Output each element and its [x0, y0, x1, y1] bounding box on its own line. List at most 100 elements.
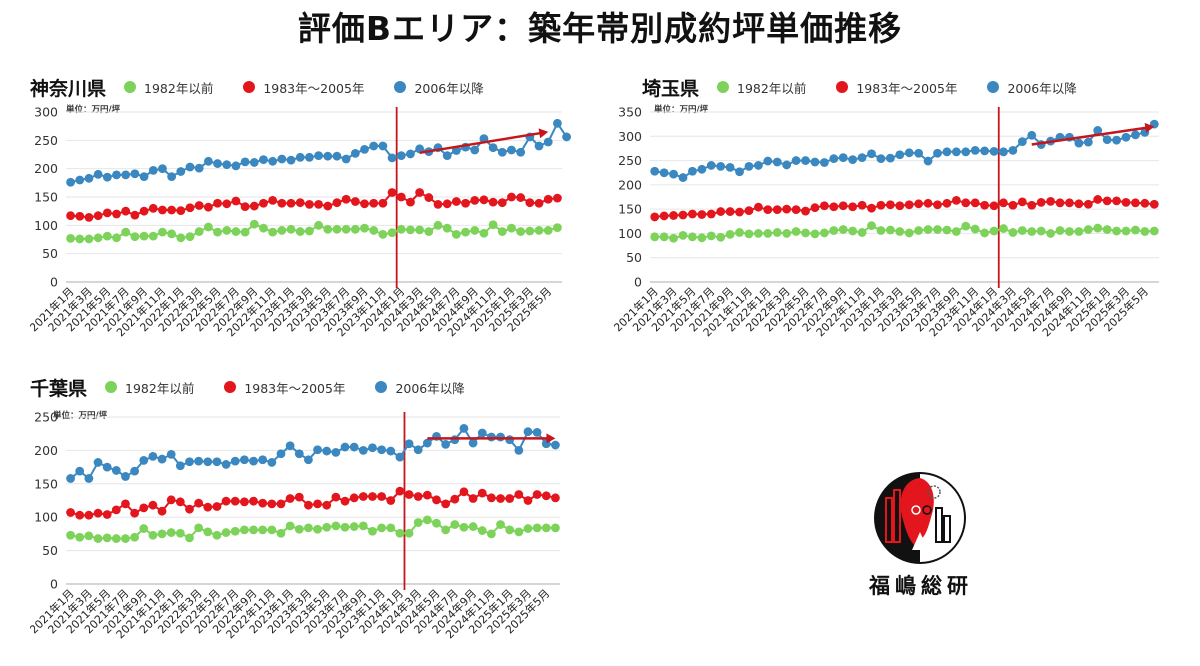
- data-point: [857, 200, 867, 210]
- data-point: [121, 206, 131, 216]
- data-point: [259, 155, 268, 164]
- data-point: [102, 172, 112, 182]
- data-point: [488, 197, 498, 207]
- y-tick-label: 300: [618, 129, 642, 144]
- data-point: [716, 162, 726, 171]
- data-point: [213, 159, 222, 168]
- data-point: [532, 523, 542, 533]
- data-point: [404, 528, 414, 538]
- data-point: [422, 515, 432, 525]
- data-point: [479, 228, 489, 238]
- data-point: [857, 228, 867, 237]
- data-point: [158, 227, 167, 237]
- data-point: [396, 192, 406, 202]
- data-point: [175, 497, 185, 507]
- data-point: [340, 496, 350, 506]
- data-point: [314, 199, 323, 209]
- data-point: [304, 455, 313, 465]
- data-point: [369, 198, 379, 208]
- data-point: [725, 207, 735, 216]
- data-point: [951, 227, 961, 236]
- data-point: [1121, 132, 1131, 142]
- data-point: [1027, 227, 1037, 236]
- data-point: [360, 199, 369, 209]
- legend-dot-icon: [836, 81, 849, 93]
- data-point: [121, 534, 130, 543]
- y-tick-label: 250: [34, 133, 58, 148]
- data-point: [532, 427, 542, 437]
- data-point: [432, 495, 441, 505]
- data-point: [213, 227, 222, 237]
- data-point: [203, 457, 213, 467]
- data-point: [166, 495, 176, 505]
- data-point: [488, 143, 498, 153]
- data-point: [322, 522, 332, 532]
- data-point: [461, 227, 470, 237]
- data-point: [368, 526, 377, 536]
- data-point: [84, 213, 94, 222]
- data-point: [697, 164, 707, 174]
- data-point: [130, 210, 140, 220]
- data-point: [331, 448, 341, 457]
- data-point: [294, 524, 304, 534]
- data-point: [323, 201, 333, 211]
- data-point: [221, 496, 231, 506]
- data-point: [313, 445, 322, 455]
- data-point: [185, 162, 195, 172]
- data-point: [295, 227, 305, 236]
- data-point: [194, 201, 204, 210]
- data-series: [66, 423, 560, 483]
- data-point: [93, 534, 103, 543]
- data-point: [904, 228, 914, 238]
- data-point: [239, 525, 249, 535]
- legend-item-post2006: 2006年以降: [987, 78, 1077, 97]
- data-point: [477, 488, 487, 498]
- logo-emblem-icon: [874, 472, 966, 564]
- data-point: [744, 206, 754, 216]
- data-point: [167, 229, 177, 239]
- data-point: [415, 188, 425, 197]
- data-point: [514, 527, 524, 537]
- data-point: [212, 530, 222, 540]
- data-point: [942, 147, 952, 157]
- chart-header: 神奈川県 1982年以前 1983年～2005年 2006年以降: [30, 72, 514, 102]
- data-point: [349, 442, 359, 452]
- data-point: [121, 472, 130, 481]
- data-point: [551, 493, 560, 503]
- data-point: [194, 227, 204, 236]
- y-tick-label: 50: [42, 543, 58, 558]
- data-point: [980, 200, 990, 210]
- data-point: [75, 532, 85, 542]
- data-point: [112, 209, 121, 219]
- data-point: [706, 161, 716, 170]
- data-point: [819, 228, 829, 238]
- data-point: [669, 211, 678, 220]
- legend-dot-icon: [243, 81, 256, 93]
- prefecture-title: 千葉県: [30, 377, 88, 400]
- data-point: [782, 204, 792, 214]
- data-point: [276, 499, 286, 509]
- data-point: [369, 141, 379, 151]
- y-tick-label: 300: [34, 105, 58, 120]
- data-point: [286, 198, 296, 208]
- data-point: [249, 525, 258, 535]
- chart-legend: 1982年以前 1983年～2005年 2006年以降: [105, 378, 495, 397]
- data-point: [294, 449, 304, 459]
- data-point: [121, 499, 130, 509]
- data-point: [360, 145, 369, 154]
- data-point: [942, 225, 952, 235]
- data-point: [285, 441, 295, 451]
- data-point: [541, 523, 551, 533]
- data-point: [772, 205, 782, 215]
- data-point: [259, 223, 268, 233]
- y-tick-label: 200: [34, 443, 58, 458]
- data-point: [942, 198, 952, 208]
- data-point: [258, 498, 268, 508]
- data-point: [477, 428, 487, 438]
- data-point: [341, 154, 351, 164]
- data-point: [753, 161, 763, 170]
- data-point: [1121, 197, 1131, 207]
- data-series: [66, 486, 560, 520]
- data-point: [914, 226, 924, 235]
- y-tick-label: 250: [34, 410, 58, 425]
